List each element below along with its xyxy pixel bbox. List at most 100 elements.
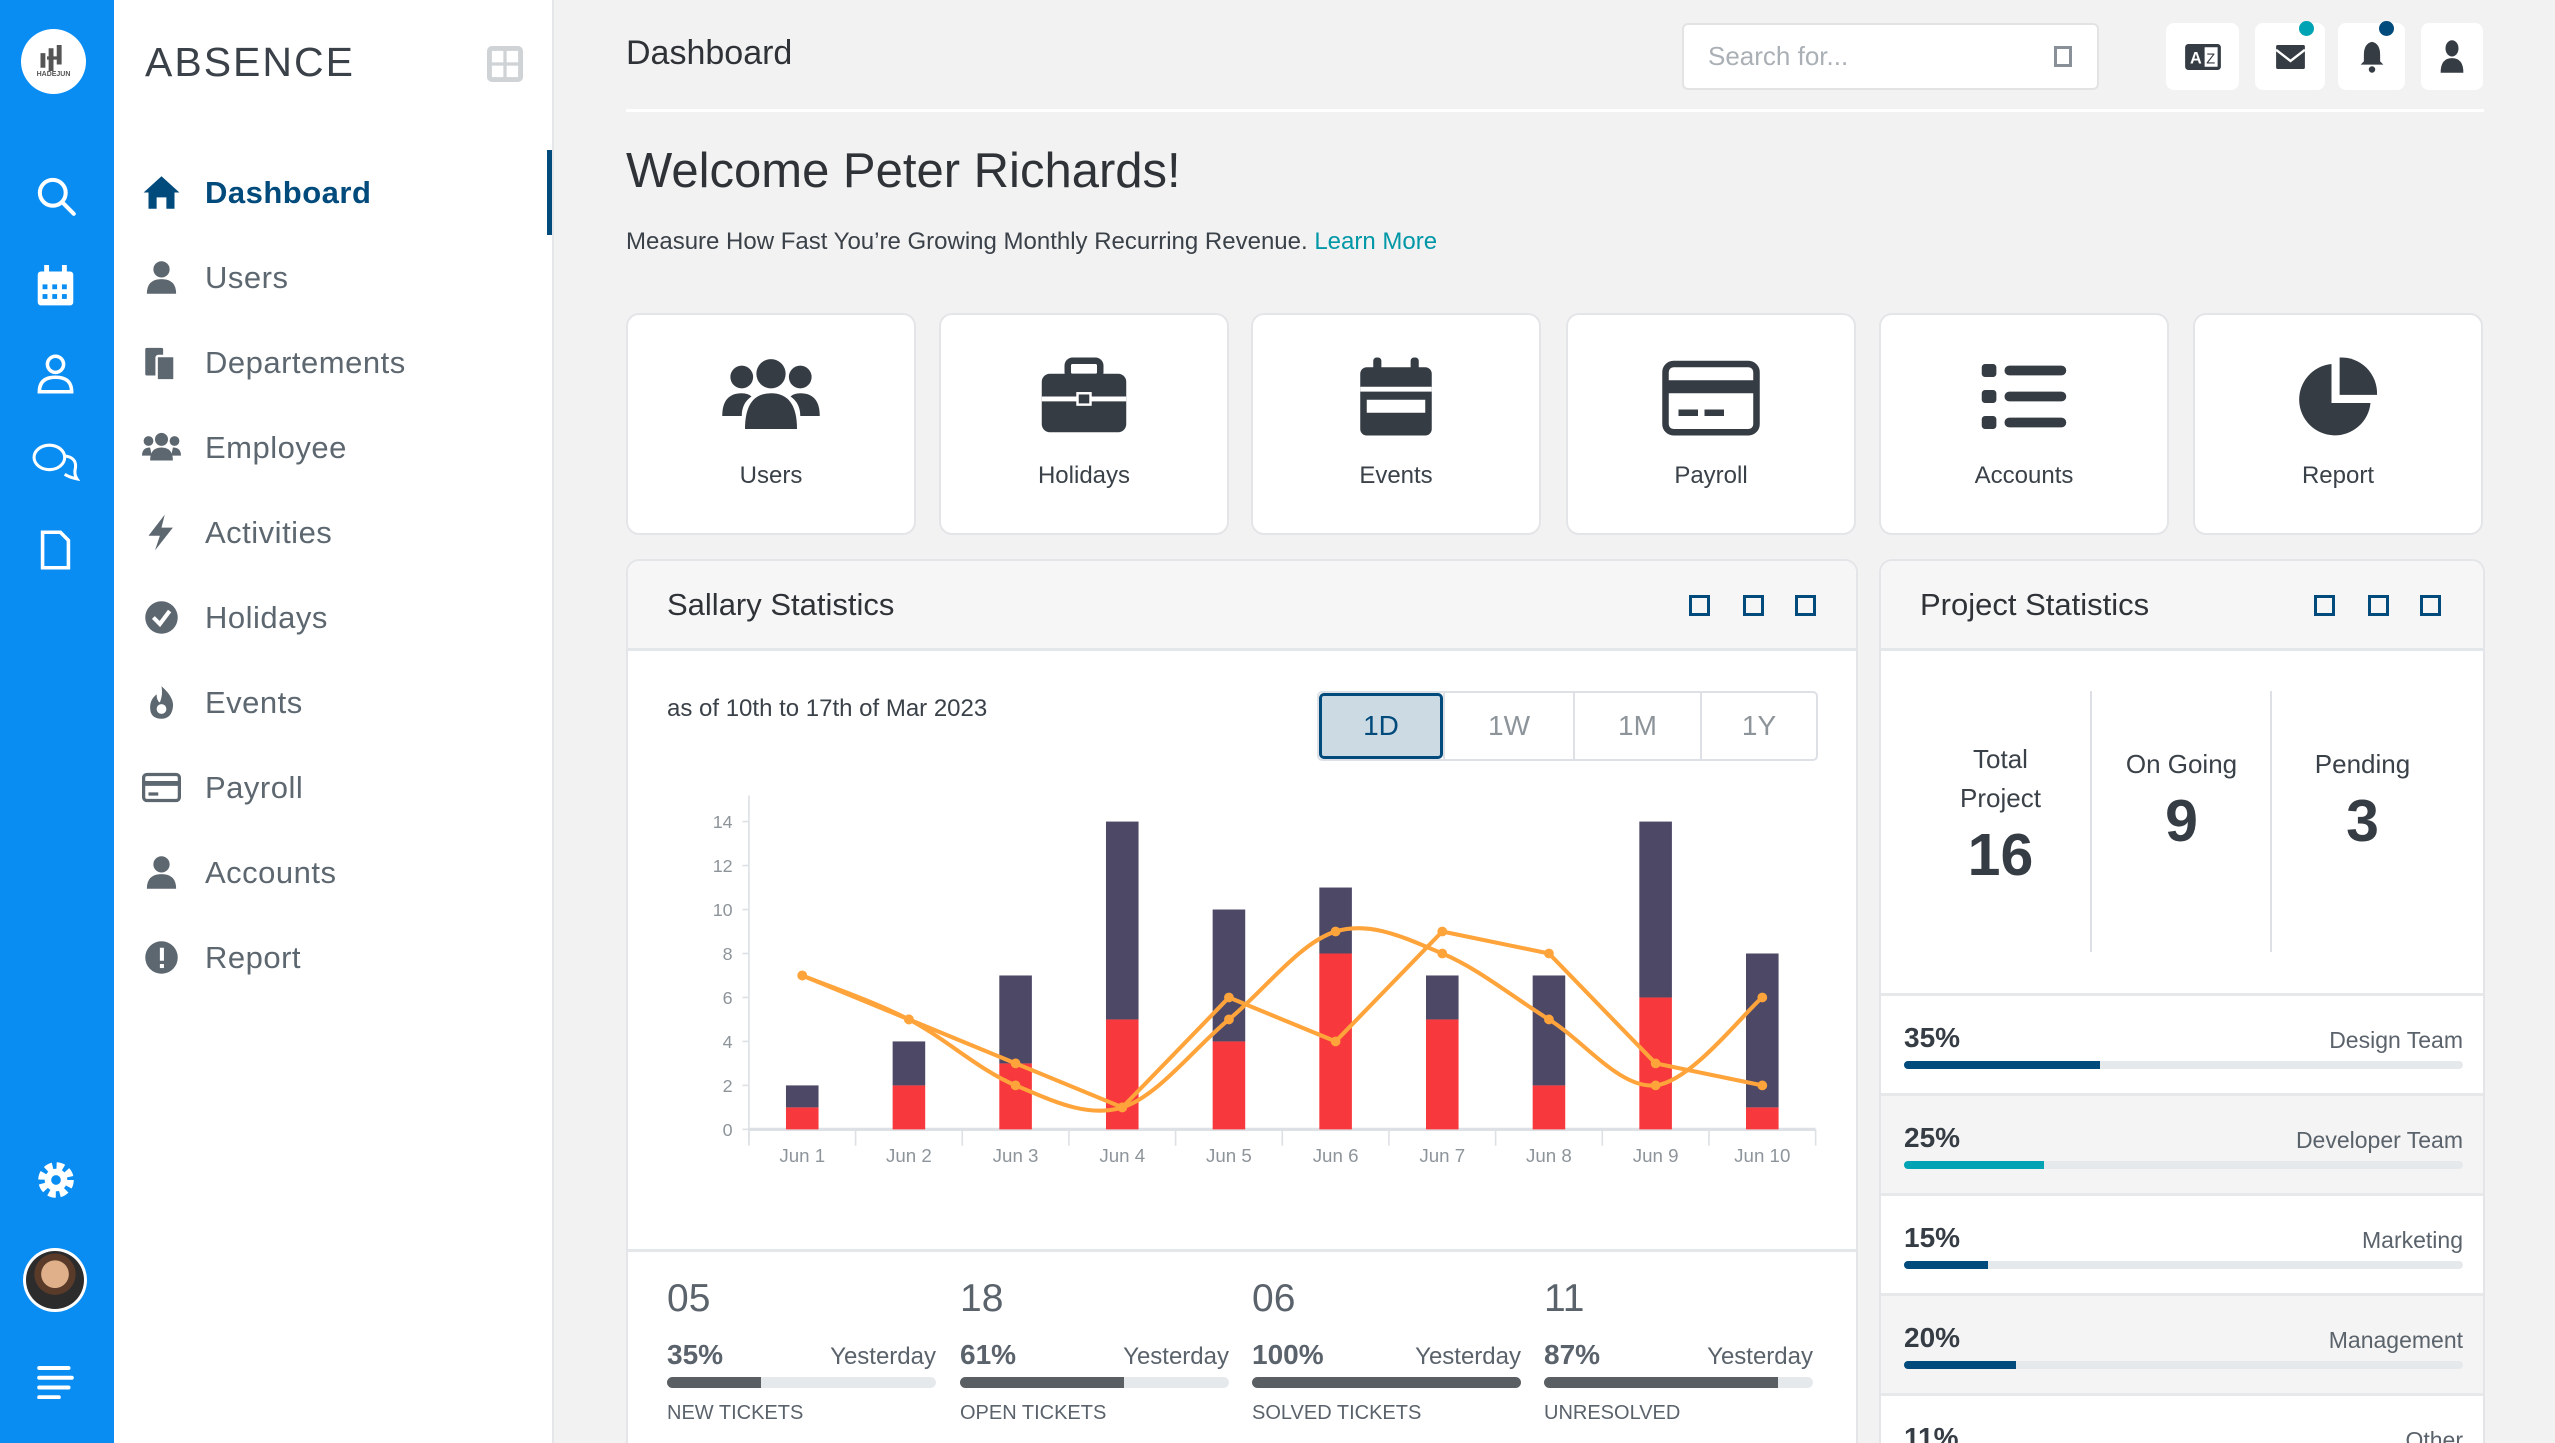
stat-percent: 61%: [960, 1339, 1017, 1370]
learn-more-link[interactable]: Learn More: [1314, 228, 1438, 255]
shortcut-report[interactable]: Report: [2193, 313, 2483, 535]
sidebar-item-label: Dashboard: [205, 174, 372, 210]
line-series: [801, 926, 1764, 1113]
avatar[interactable]: [23, 1248, 87, 1312]
profile-button[interactable]: [2421, 23, 2483, 90]
sidebar-item-dashboard[interactable]: Dashboard: [114, 160, 554, 225]
line-point: [1757, 992, 1768, 1003]
shortcut-label: Payroll: [1674, 462, 1748, 489]
sidebar-item-label: Employee: [205, 429, 347, 465]
file-icon[interactable]: [31, 525, 80, 574]
check-circle-icon: [142, 598, 181, 637]
sidebar-item-departements[interactable]: Departements: [114, 330, 554, 395]
ongoing-stat: On Going 9: [2091, 745, 2272, 855]
y-tick-label: 6: [723, 988, 733, 1008]
stat-label: On Going: [2125, 749, 2238, 779]
team-percent: 35%: [1904, 1022, 1961, 1053]
range-1m[interactable]: 1M: [1573, 693, 1700, 759]
subtitle-text: Measure How Fast You’re Growing Monthly …: [626, 228, 1308, 255]
sidebar-item-events[interactable]: Events: [114, 670, 554, 735]
line-point: [797, 970, 808, 981]
sidebar-item-activities[interactable]: Activities: [114, 500, 554, 565]
line-point: [1010, 1058, 1021, 1069]
square-icon[interactable]: [2368, 595, 2389, 616]
square-icon[interactable]: [2314, 595, 2335, 616]
grid-icon[interactable]: [487, 46, 523, 82]
exclamation-circle-icon: [142, 938, 181, 977]
bar: [785, 1107, 819, 1130]
panel-title: Sallary Statistics: [667, 587, 895, 622]
logo[interactable]: HADEJUN: [21, 29, 86, 94]
stat-value: 3: [2346, 788, 2379, 854]
bar: [785, 1085, 819, 1108]
shortcut-users[interactable]: Users: [626, 313, 916, 535]
team-percent: 15%: [1904, 1222, 1961, 1253]
chat-icon[interactable]: [31, 437, 80, 486]
salary-statistics-panel: Sallary Statistics as of 10th to 17th of…: [626, 559, 1858, 1443]
square-icon[interactable]: [2420, 595, 2441, 616]
bar: [999, 975, 1032, 1064]
search-input[interactable]: [1708, 41, 2034, 72]
stat-label: Total Project: [1960, 744, 2041, 813]
user-icon[interactable]: [31, 349, 80, 398]
team-progress: [1904, 1261, 2463, 1269]
sidebar-item-report[interactable]: Report: [114, 925, 554, 990]
stat-value: 05: [667, 1277, 711, 1320]
line-point: [1010, 1080, 1021, 1091]
team-row: 35% Design Team: [1881, 993, 2483, 1093]
x-tick-label: Jun 1: [779, 1145, 825, 1166]
svg-text:Z: Z: [2206, 51, 2215, 67]
briefcase-icon: [1041, 357, 1127, 433]
menu-icon[interactable]: [31, 1356, 80, 1405]
gear-icon[interactable]: [31, 1155, 80, 1204]
panel-title: Project Statistics: [1920, 587, 2150, 622]
bar: [1212, 1041, 1246, 1130]
shortcut-payroll[interactable]: Payroll: [1566, 313, 1856, 535]
panel-header: Sallary Statistics: [628, 561, 1856, 651]
team-name: Management: [2328, 1327, 2463, 1353]
square-icon[interactable]: [1743, 595, 1764, 616]
line-point: [1330, 926, 1341, 937]
shortcut-label: Holidays: [1037, 462, 1131, 489]
bar: [1425, 975, 1459, 1020]
bar: [1532, 1085, 1566, 1130]
sidebar-item-label: Departements: [205, 344, 406, 380]
stat-percent: 100%: [1252, 1339, 1324, 1370]
credit-card-icon: [1662, 360, 1760, 436]
pending-stat: Pending 3: [2272, 745, 2453, 855]
square-icon[interactable]: [1689, 595, 1710, 616]
sidebar-item-accounts[interactable]: Accounts: [114, 840, 554, 905]
shortcut-holidays[interactable]: Holidays: [939, 313, 1229, 535]
shortcut-label: Report: [2301, 462, 2375, 489]
search-icon[interactable]: [31, 171, 80, 220]
header-divider: [626, 109, 2484, 112]
shortcut-accounts[interactable]: Accounts: [1879, 313, 2169, 535]
x-tick-label: Jun 2: [886, 1145, 932, 1166]
range-1y[interactable]: 1Y: [1700, 693, 1816, 759]
search-button-icon[interactable]: [2054, 46, 2072, 67]
range-1d[interactable]: 1D: [1319, 693, 1443, 759]
mail-icon: [2275, 44, 2305, 69]
y-tick-label: 0: [723, 1120, 733, 1140]
sidebar-item-label: Accounts: [205, 854, 337, 890]
stat-value: 18: [960, 1277, 1004, 1320]
shortcut-label: Users: [739, 462, 803, 489]
notifications-button[interactable]: [2338, 21, 2405, 90]
salary-chart: 0 2 4 6 8 10 12 14 Jun 1 Jun 2 Jun 3 Jun 4 Jun 5 Jun …: [713, 795, 1817, 1166]
shortcut-events[interactable]: Events: [1251, 313, 1541, 535]
sidebar-item-employee[interactable]: Employee: [114, 415, 554, 480]
range-1w[interactable]: 1W: [1443, 693, 1573, 759]
sidebar-item-holidays[interactable]: Holidays: [114, 585, 554, 650]
square-icon[interactable]: [1795, 595, 1816, 616]
line-point: [1757, 1080, 1768, 1091]
line-point: [1224, 1014, 1234, 1025]
icon-rail: HADEJUN: [0, 0, 114, 1443]
calendar-icon[interactable]: [31, 261, 80, 310]
sidebar-item-payroll[interactable]: Payroll: [114, 755, 554, 820]
x-tick-label: Jun 7: [1419, 1145, 1465, 1166]
sidebar-item-users[interactable]: Users: [114, 245, 554, 310]
bar: [1532, 975, 1566, 1086]
mail-button[interactable]: [2255, 21, 2325, 90]
sidebar-item-label: Payroll: [205, 769, 304, 805]
